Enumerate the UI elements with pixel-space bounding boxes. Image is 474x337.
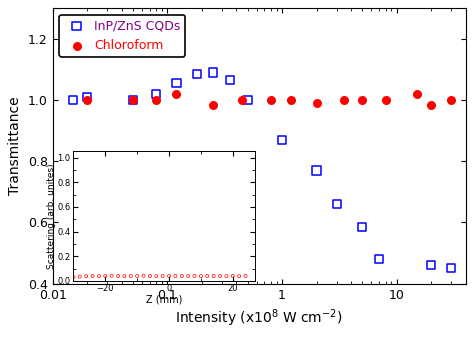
InP/ZnS CQDs (193, 71, 201, 77)
Chloroform (447, 97, 455, 103)
InP/ZnS CQDs (358, 224, 366, 230)
Chloroform (287, 97, 295, 103)
InP/ZnS CQDs (226, 78, 234, 83)
Chloroform (428, 102, 435, 108)
X-axis label: Intensity (x10$^8$ W cm$^{-2}$): Intensity (x10$^8$ W cm$^{-2}$) (175, 307, 343, 329)
InP/ZnS CQDs (244, 97, 251, 103)
InP/ZnS CQDs (209, 70, 217, 75)
Y-axis label: Transmittance: Transmittance (9, 97, 22, 195)
InP/ZnS CQDs (69, 97, 77, 103)
InP/ZnS CQDs (428, 263, 435, 268)
Chloroform (382, 97, 389, 103)
Chloroform (413, 91, 420, 97)
Chloroform (313, 100, 320, 106)
InP/ZnS CQDs (333, 202, 340, 207)
InP/ZnS CQDs (375, 256, 383, 262)
Legend: InP/ZnS CQDs, Chloroform: InP/ZnS CQDs, Chloroform (59, 14, 185, 57)
InP/ZnS CQDs (153, 91, 160, 97)
Chloroform (153, 97, 160, 103)
InP/ZnS CQDs (129, 97, 137, 103)
Chloroform (267, 97, 275, 103)
Chloroform (358, 97, 366, 103)
InP/ZnS CQDs (83, 94, 91, 100)
InP/ZnS CQDs (278, 137, 286, 143)
Chloroform (341, 97, 348, 103)
InP/ZnS CQDs (447, 266, 455, 271)
Chloroform (83, 97, 91, 103)
Chloroform (238, 97, 246, 103)
Chloroform (129, 97, 137, 103)
InP/ZnS CQDs (313, 168, 320, 173)
Chloroform (209, 102, 217, 108)
Chloroform (173, 91, 180, 97)
InP/ZnS CQDs (173, 81, 180, 86)
